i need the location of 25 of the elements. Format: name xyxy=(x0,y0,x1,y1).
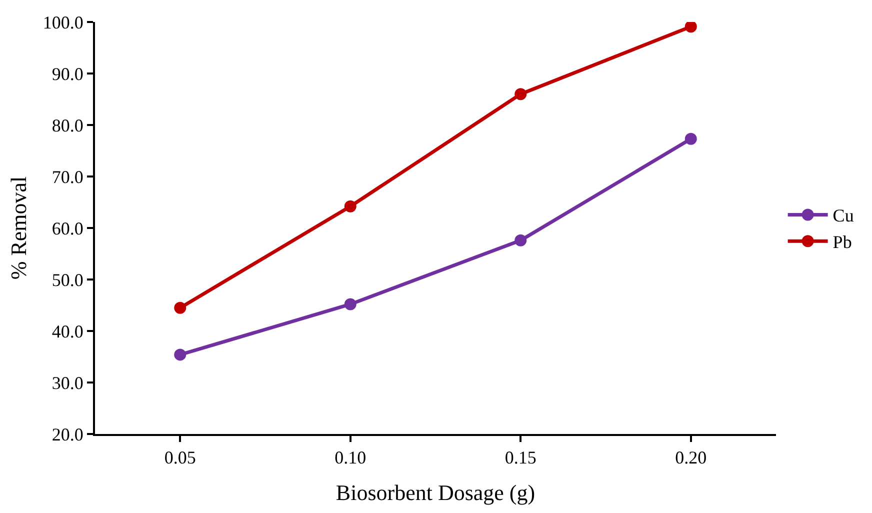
point xyxy=(174,302,186,314)
y-tick-label: 90.0 xyxy=(52,64,84,84)
point xyxy=(684,132,697,145)
point xyxy=(684,22,697,33)
y-tick-label: 80.0 xyxy=(52,115,84,136)
y-tick-label: 50.0 xyxy=(52,270,84,290)
y-tick-label: 70.0 xyxy=(52,166,84,187)
legend-label: Pb xyxy=(832,232,852,252)
point xyxy=(344,298,356,310)
y-tick-label: 100.0 xyxy=(42,12,84,32)
point xyxy=(514,234,527,246)
x-tick-label: 0.15 xyxy=(504,448,536,468)
y-axis-title: % Removal xyxy=(6,176,32,280)
legend-label: Cu xyxy=(832,206,854,226)
x-tick-label: 0.10 xyxy=(334,448,366,468)
point xyxy=(514,88,527,100)
y-tick-label: 40.0 xyxy=(52,321,84,342)
y-tick-label: 30.0 xyxy=(52,372,84,393)
point xyxy=(174,348,186,361)
x-tick-label: 0.05 xyxy=(164,448,196,468)
point xyxy=(344,200,356,212)
y-tick-label: 20.0 xyxy=(52,424,84,444)
y-tick-label: 60.0 xyxy=(52,218,84,238)
x-tick-label: 0.20 xyxy=(675,448,707,468)
x-axis-title: Biosorbent Dosage (g) xyxy=(336,480,536,505)
